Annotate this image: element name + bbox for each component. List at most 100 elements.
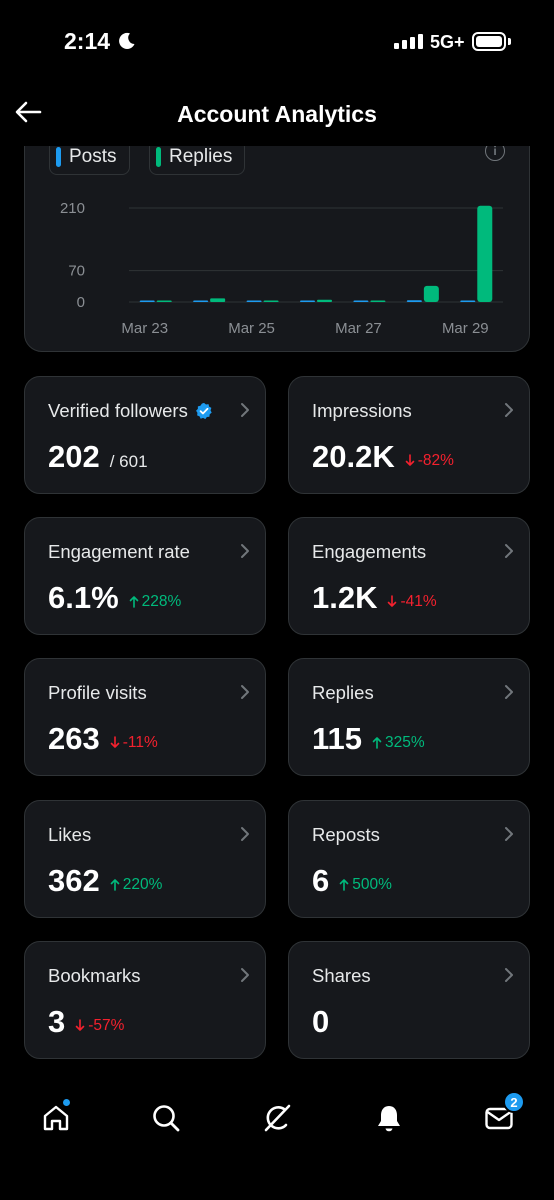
bar-replies-mar-28[interactable] xyxy=(423,285,439,302)
bar-posts-mar-27[interactable] xyxy=(353,300,369,303)
nav-search[interactable] xyxy=(146,1098,186,1138)
bar-replies-mar-27[interactable] xyxy=(370,300,386,303)
stat-value-row: 1.2K -41% xyxy=(312,580,437,616)
stat-change: -82% xyxy=(405,452,454,470)
bar-posts-mar-26[interactable] xyxy=(300,300,315,303)
y-tick-label: 70 xyxy=(68,263,85,280)
bar-chart: 0 70 210 Mar 23 Mar 25 Mar 27 Mar 29 xyxy=(60,200,503,337)
bar-replies-mar-24[interactable] xyxy=(210,298,226,302)
messages-icon xyxy=(485,1107,513,1130)
chevron-right-icon xyxy=(505,544,513,558)
stat-value: 1.2K xyxy=(312,580,378,615)
stat-label: Replies xyxy=(312,682,374,704)
stat-change-text: 220% xyxy=(122,875,163,893)
x-tick-label: Mar 25 xyxy=(228,320,275,337)
stat-label-text: Impressions xyxy=(312,400,412,421)
grok-icon xyxy=(264,1104,291,1132)
stat-label-text: Verified followers xyxy=(48,400,188,421)
stat-card-engagements[interactable]: Engagements 1.2K -41% xyxy=(288,517,530,635)
stat-change: -57% xyxy=(75,1017,124,1035)
header: Account Analytics xyxy=(0,80,554,146)
stat-card-shares[interactable]: Shares 0 xyxy=(288,941,530,1059)
stat-change-text: -82% xyxy=(417,451,454,469)
chevron-right-icon xyxy=(505,685,513,699)
nav-notifications[interactable] xyxy=(369,1098,409,1138)
stat-value-row: 362 220% xyxy=(48,863,162,899)
posts-swatch xyxy=(56,147,61,167)
stat-value-row: 6.1% 228% xyxy=(48,580,181,616)
status-bar: 2:14 5G+ xyxy=(0,0,554,80)
stat-card-engagement-rate[interactable]: Engagement rate 6.1% 228% xyxy=(24,517,266,635)
legend-replies-label: Replies xyxy=(169,146,233,167)
arrow-up-icon xyxy=(339,879,349,891)
stat-label-text: Shares xyxy=(312,965,371,986)
chevron-right-icon xyxy=(241,685,249,699)
signal-icon xyxy=(394,34,423,49)
arrow-up-icon xyxy=(372,737,382,749)
stat-label: Profile visits xyxy=(48,682,147,704)
bottom-nav: 2 xyxy=(0,1076,554,1200)
stat-change-text: -41% xyxy=(400,592,437,610)
back-arrow-icon xyxy=(15,101,42,123)
chevron-right-icon xyxy=(505,403,513,417)
stat-change: 325% xyxy=(372,734,425,752)
bar-posts-mar-25[interactable] xyxy=(246,300,262,303)
stat-card-bookmarks[interactable]: Bookmarks 3 -57% xyxy=(24,941,266,1059)
chevron-right-icon xyxy=(241,544,249,558)
notifications-icon xyxy=(378,1106,400,1132)
stat-label: Bookmarks xyxy=(48,965,141,987)
stat-label-text: Reposts xyxy=(312,824,380,845)
stat-card-reposts[interactable]: Reposts 6 500% xyxy=(288,800,530,918)
arrow-down-icon xyxy=(405,454,415,466)
replies-swatch xyxy=(156,147,161,167)
stat-value-row: 20.2K -82% xyxy=(312,439,454,475)
chevron-right-icon xyxy=(241,827,249,841)
stat-value-row: 3 -57% xyxy=(48,1004,124,1040)
stat-card-profile-visits[interactable]: Profile visits 263 -11% xyxy=(24,658,266,776)
stat-value-row: 6 500% xyxy=(312,863,392,899)
bar-replies-mar-23[interactable] xyxy=(156,300,172,303)
stat-card-likes[interactable]: Likes 362 220% xyxy=(24,800,266,918)
nav-messages[interactable]: 2 xyxy=(479,1091,525,1138)
stat-card-replies[interactable]: Replies 115 325% xyxy=(288,658,530,776)
verified-badge-icon xyxy=(195,402,212,420)
bar-posts-mar-24[interactable] xyxy=(193,300,209,303)
stat-total: / 601 xyxy=(109,452,148,471)
bar-posts-mar-28[interactable] xyxy=(406,300,422,302)
x-tick-label: Mar 29 xyxy=(442,320,489,337)
arrow-up-icon xyxy=(110,879,120,891)
bar-replies-mar-25[interactable] xyxy=(263,300,279,303)
stat-label-text: Replies xyxy=(312,682,374,703)
page-title: Account Analytics xyxy=(177,101,377,127)
arrow-down-icon xyxy=(110,736,120,748)
bar-posts-mar-23[interactable] xyxy=(139,300,155,303)
bar-replies-mar-29[interactable] xyxy=(477,205,493,302)
chevron-right-icon xyxy=(241,403,249,417)
battery-icon xyxy=(472,32,506,51)
bar-replies-mar-26[interactable] xyxy=(317,299,332,302)
moon-icon xyxy=(119,32,135,49)
network-label: 5G+ xyxy=(430,32,465,52)
arrow-down-icon xyxy=(388,595,397,607)
y-tick-label: 210 xyxy=(60,200,85,217)
legend-posts-label: Posts xyxy=(69,146,117,167)
nav-grok[interactable] xyxy=(257,1098,297,1138)
stat-change-text: -57% xyxy=(88,1016,125,1034)
stat-card-verified-followers[interactable]: Verified followers 202 / 601 xyxy=(24,376,266,494)
messages-badge: 2 xyxy=(503,1091,525,1113)
stat-label: Engagement rate xyxy=(48,541,190,563)
y-tick-label: 0 xyxy=(77,294,85,311)
nav-home[interactable] xyxy=(36,1098,76,1138)
stat-value: 263 xyxy=(48,721,100,756)
stat-change: -11% xyxy=(110,734,158,752)
bar-posts-mar-29[interactable] xyxy=(460,300,476,303)
stat-card-impressions[interactable]: Impressions 20.2K -82% xyxy=(288,376,530,494)
chevron-right-icon xyxy=(241,968,249,982)
back-button[interactable] xyxy=(12,96,44,128)
stat-change: -41% xyxy=(387,592,437,611)
stat-value: 6.1% xyxy=(48,580,119,615)
stat-label: Likes xyxy=(48,824,91,846)
stat-label: Shares xyxy=(312,965,371,987)
stat-change: 220% xyxy=(110,875,163,894)
stat-value-row: 202 / 601 xyxy=(48,439,148,475)
